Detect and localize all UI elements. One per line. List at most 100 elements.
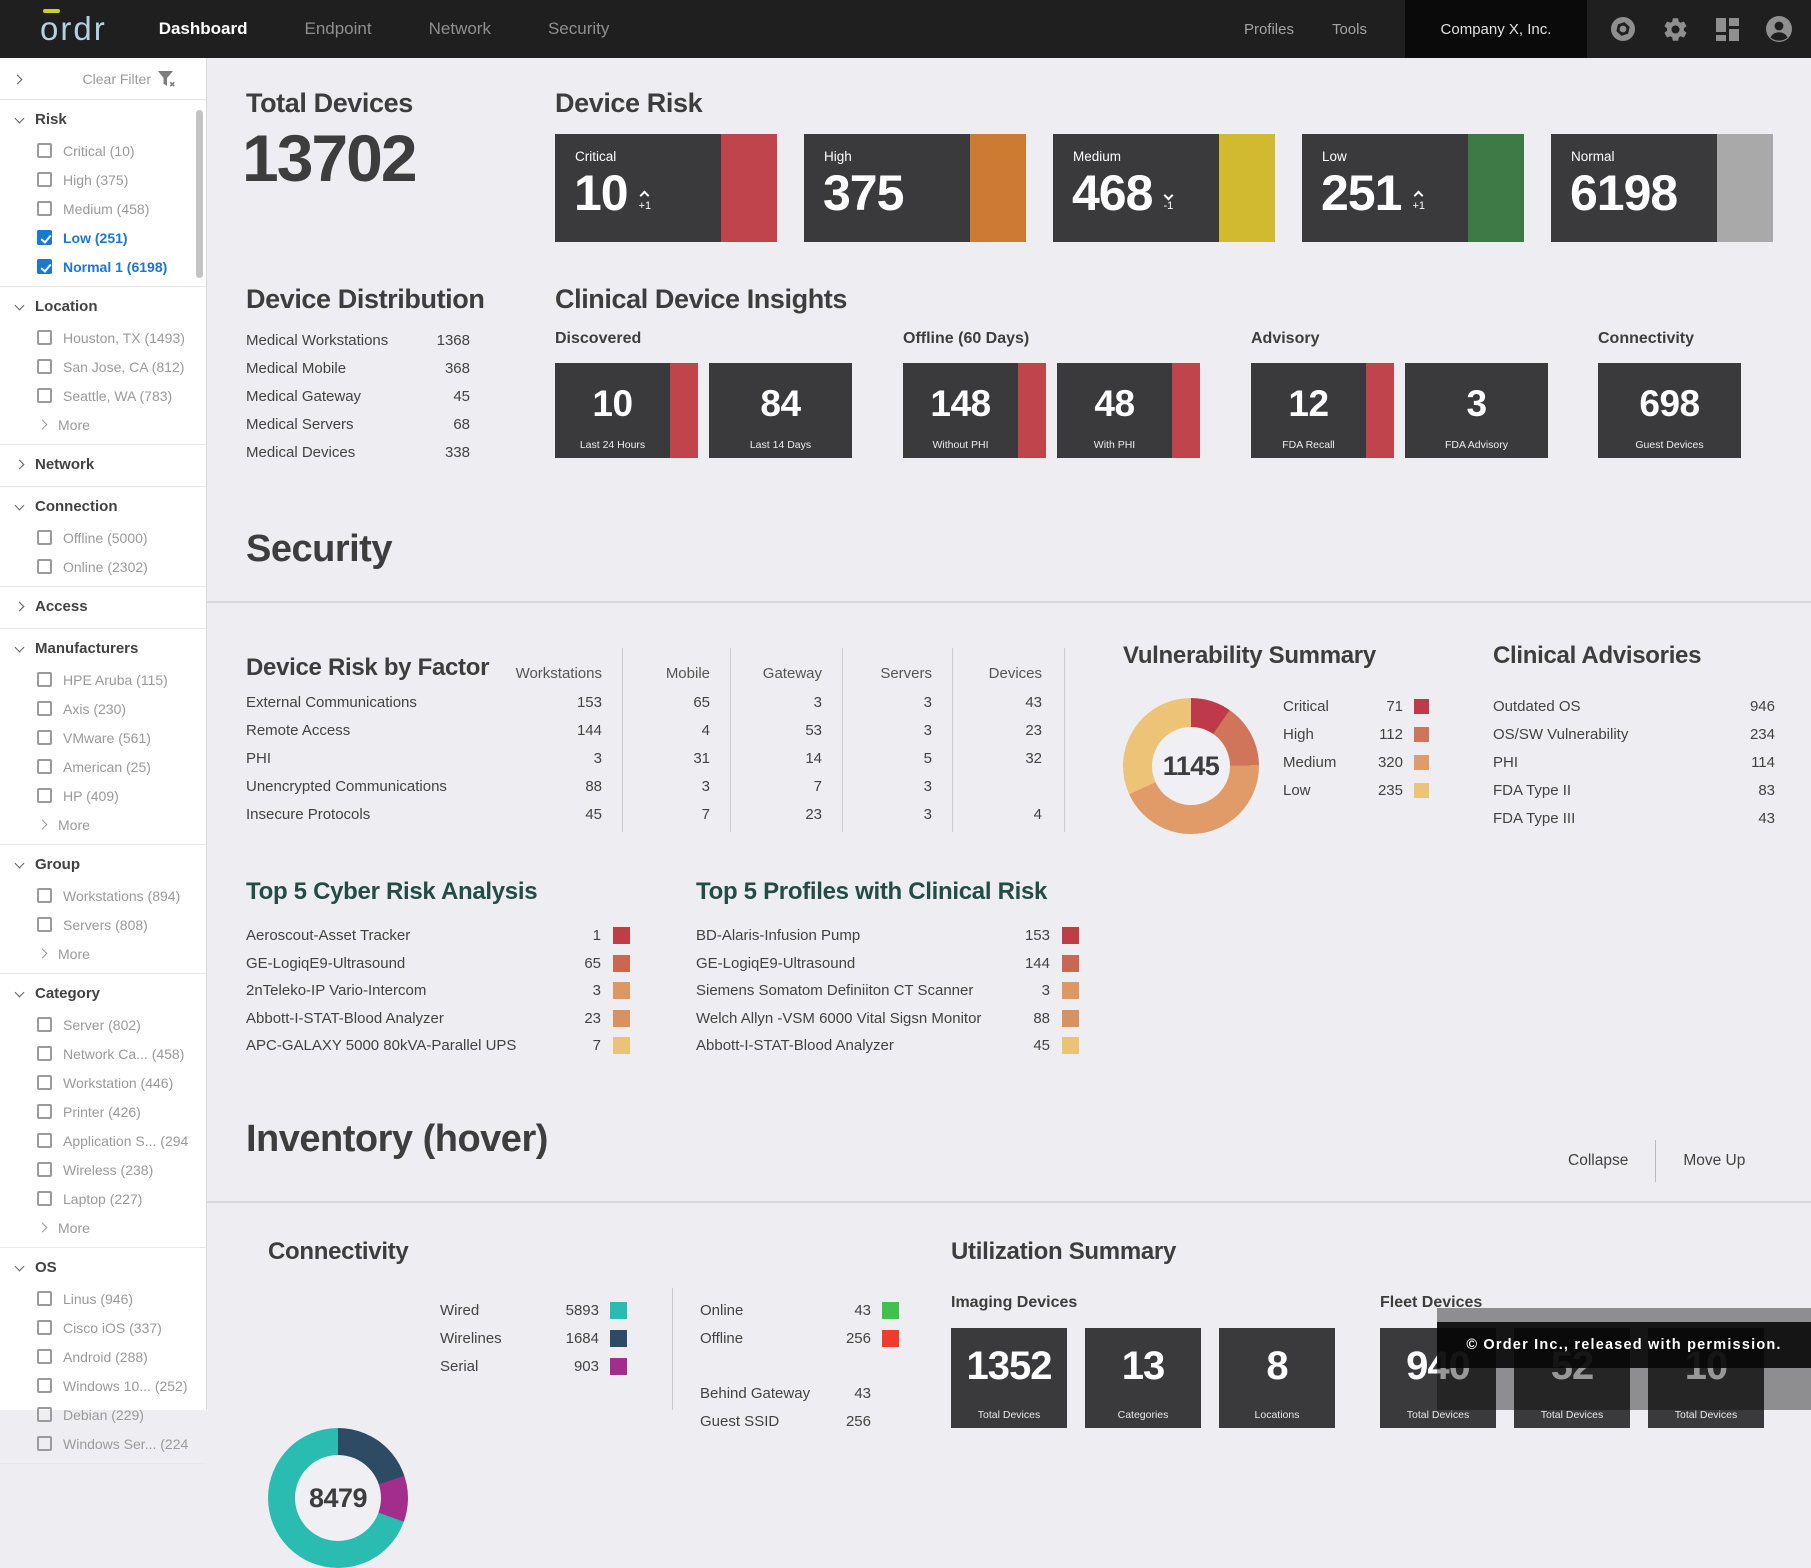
- filter-section-location-header[interactable]: Location: [0, 290, 206, 323]
- filter-item-medium[interactable]: Medium (458): [0, 194, 206, 223]
- profiles-link[interactable]: Profiles: [1243, 20, 1294, 38]
- insight-card-last-14-days[interactable]: 84 Last 14 Days: [709, 363, 852, 458]
- filter-item-hpe-aruba[interactable]: HPE Aruba (115): [0, 665, 206, 694]
- nav-tab-dashboard[interactable]: Dashboard: [158, 19, 248, 38]
- checkbox-unchecked[interactable]: [37, 1291, 52, 1306]
- checkbox-unchecked[interactable]: [37, 172, 52, 187]
- ordr-logo[interactable]: ordr: [40, 9, 107, 48]
- filter-item-application[interactable]: Application S... (294: [0, 1126, 206, 1155]
- filter-item-normal[interactable]: Normal 1 (6198): [0, 252, 206, 281]
- filter-section-access-header[interactable]: Access: [0, 590, 206, 623]
- filter-item-windows10[interactable]: Windows 10... (252): [0, 1371, 206, 1400]
- filter-item-axis[interactable]: Axis (230): [0, 694, 206, 723]
- filter-item-laptop[interactable]: Laptop (227): [0, 1184, 206, 1213]
- util-card-imaging-locations[interactable]: 8 Locations: [1219, 1328, 1335, 1428]
- filter-item-servers[interactable]: Servers (808): [0, 910, 206, 939]
- filter-item-android[interactable]: Android (288): [0, 1342, 206, 1371]
- clear-filter-button[interactable]: Clear Filter: [83, 70, 176, 88]
- filter-section-risk-header[interactable]: Risk: [0, 103, 206, 136]
- checkbox-unchecked[interactable]: [37, 888, 52, 903]
- filter-item-network-ca[interactable]: Network Ca... (458): [0, 1039, 206, 1068]
- checkbox-unchecked[interactable]: [37, 1349, 52, 1364]
- filter-item-offline[interactable]: Offline (5000): [0, 523, 206, 552]
- checkbox-unchecked[interactable]: [37, 143, 52, 158]
- checkbox-unchecked[interactable]: [37, 672, 52, 687]
- more-link[interactable]: More: [0, 939, 206, 968]
- checkbox-unchecked[interactable]: [37, 730, 52, 745]
- checkbox-unchecked[interactable]: [37, 359, 52, 374]
- insight-card-fda-recall[interactable]: 12 FDA Recall: [1251, 363, 1394, 458]
- util-card-imaging-total[interactable]: 1352 Total Devices: [951, 1328, 1067, 1428]
- checkbox-unchecked[interactable]: [37, 1191, 52, 1206]
- more-link[interactable]: More: [0, 810, 206, 839]
- filter-item-critical[interactable]: Critical (10): [0, 136, 206, 165]
- checkbox-unchecked[interactable]: [37, 1017, 52, 1032]
- checkbox-unchecked[interactable]: [37, 1133, 52, 1148]
- filter-item-linus[interactable]: Linus (946): [0, 1284, 206, 1313]
- filter-item-wireless[interactable]: Wireless (238): [0, 1155, 206, 1184]
- dashboard-grid-icon[interactable]: [1713, 15, 1741, 43]
- nav-tab-security[interactable]: Security: [547, 19, 610, 38]
- filter-item-low[interactable]: Low (251): [0, 223, 206, 252]
- checkbox-unchecked[interactable]: [37, 1162, 52, 1177]
- filter-section-network-header[interactable]: Network: [0, 448, 206, 481]
- sidebar-scrollbar-thumb[interactable]: [196, 110, 203, 278]
- insight-card-last-24-hours[interactable]: 10 Last 24 Hours: [555, 363, 698, 458]
- checkbox-unchecked[interactable]: [37, 201, 52, 216]
- checkbox-unchecked[interactable]: [37, 530, 52, 545]
- company-selector[interactable]: Company X, Inc.: [1405, 0, 1587, 58]
- checkbox-unchecked[interactable]: [37, 1407, 52, 1422]
- risk-card-medium[interactable]: Medium 468 -1: [1053, 134, 1275, 242]
- more-link[interactable]: More: [0, 410, 206, 439]
- checkbox-unchecked[interactable]: [37, 1320, 52, 1335]
- filter-item-vmware[interactable]: VMware (561): [0, 723, 206, 752]
- sidebar-collapse-chevron-icon[interactable]: [12, 70, 34, 88]
- checkbox-checked[interactable]: [37, 230, 52, 245]
- filter-item-online[interactable]: Online (2302): [0, 552, 206, 581]
- risk-card-low[interactable]: Low 251 +1: [1302, 134, 1524, 242]
- nav-tab-network[interactable]: Network: [428, 19, 491, 38]
- checkbox-checked[interactable]: [37, 259, 52, 274]
- risk-card-normal[interactable]: Normal 6198: [1551, 134, 1773, 242]
- filter-item-houston[interactable]: Houston, TX (1493): [0, 323, 206, 352]
- aperture-icon[interactable]: [1609, 15, 1637, 43]
- filter-item-hp[interactable]: HP (409): [0, 781, 206, 810]
- insight-card-fda-advisory[interactable]: 3 FDA Advisory: [1405, 363, 1548, 458]
- collapse-button[interactable]: Collapse: [1568, 1152, 1629, 1169]
- checkbox-unchecked[interactable]: [37, 701, 52, 716]
- filter-item-seattle[interactable]: Seattle, WA (783): [0, 381, 206, 410]
- checkbox-unchecked[interactable]: [37, 1075, 52, 1090]
- filter-item-debian[interactable]: Debian (229): [0, 1400, 206, 1429]
- filter-section-connection-header[interactable]: Connection: [0, 490, 206, 523]
- checkbox-unchecked[interactable]: [37, 1046, 52, 1061]
- user-account-icon[interactable]: [1765, 15, 1793, 43]
- checkbox-unchecked[interactable]: [37, 1104, 52, 1119]
- filter-section-group-header[interactable]: Group: [0, 848, 206, 881]
- util-card-imaging-categories[interactable]: 13 Categories: [1085, 1328, 1201, 1428]
- checkbox-unchecked[interactable]: [37, 559, 52, 574]
- filter-item-american[interactable]: American (25): [0, 752, 206, 781]
- connectivity-donut-chart[interactable]: 8479: [268, 1428, 408, 1568]
- checkbox-unchecked[interactable]: [37, 330, 52, 345]
- more-link[interactable]: More: [0, 1213, 206, 1242]
- filter-section-os-header[interactable]: OS: [0, 1251, 206, 1284]
- risk-card-critical[interactable]: Critical 10 +1: [555, 134, 777, 242]
- filter-item-workstations[interactable]: Workstations (894): [0, 881, 206, 910]
- checkbox-unchecked[interactable]: [37, 917, 52, 932]
- filter-item-workstation[interactable]: Workstation (446): [0, 1068, 206, 1097]
- checkbox-unchecked[interactable]: [37, 1436, 52, 1451]
- filter-section-manufacturers-header[interactable]: Manufacturers: [0, 632, 206, 665]
- filter-item-sanjose[interactable]: San Jose, CA (812): [0, 352, 206, 381]
- checkbox-unchecked[interactable]: [37, 388, 52, 403]
- tools-link[interactable]: Tools: [1331, 20, 1367, 38]
- filter-section-category-header[interactable]: Category: [0, 977, 206, 1010]
- checkbox-unchecked[interactable]: [37, 759, 52, 774]
- insight-card-without-phi[interactable]: 148 Without PHI: [903, 363, 1046, 458]
- filter-item-windows-server[interactable]: Windows Ser... (224: [0, 1429, 206, 1458]
- vulnerability-donut-chart[interactable]: 1145: [1123, 698, 1259, 834]
- checkbox-unchecked[interactable]: [37, 788, 52, 803]
- nav-tab-endpoint[interactable]: Endpoint: [304, 19, 372, 38]
- move-up-button[interactable]: Move Up: [1683, 1152, 1746, 1169]
- risk-card-high[interactable]: High 375: [804, 134, 1026, 242]
- filter-item-high[interactable]: High (375): [0, 165, 206, 194]
